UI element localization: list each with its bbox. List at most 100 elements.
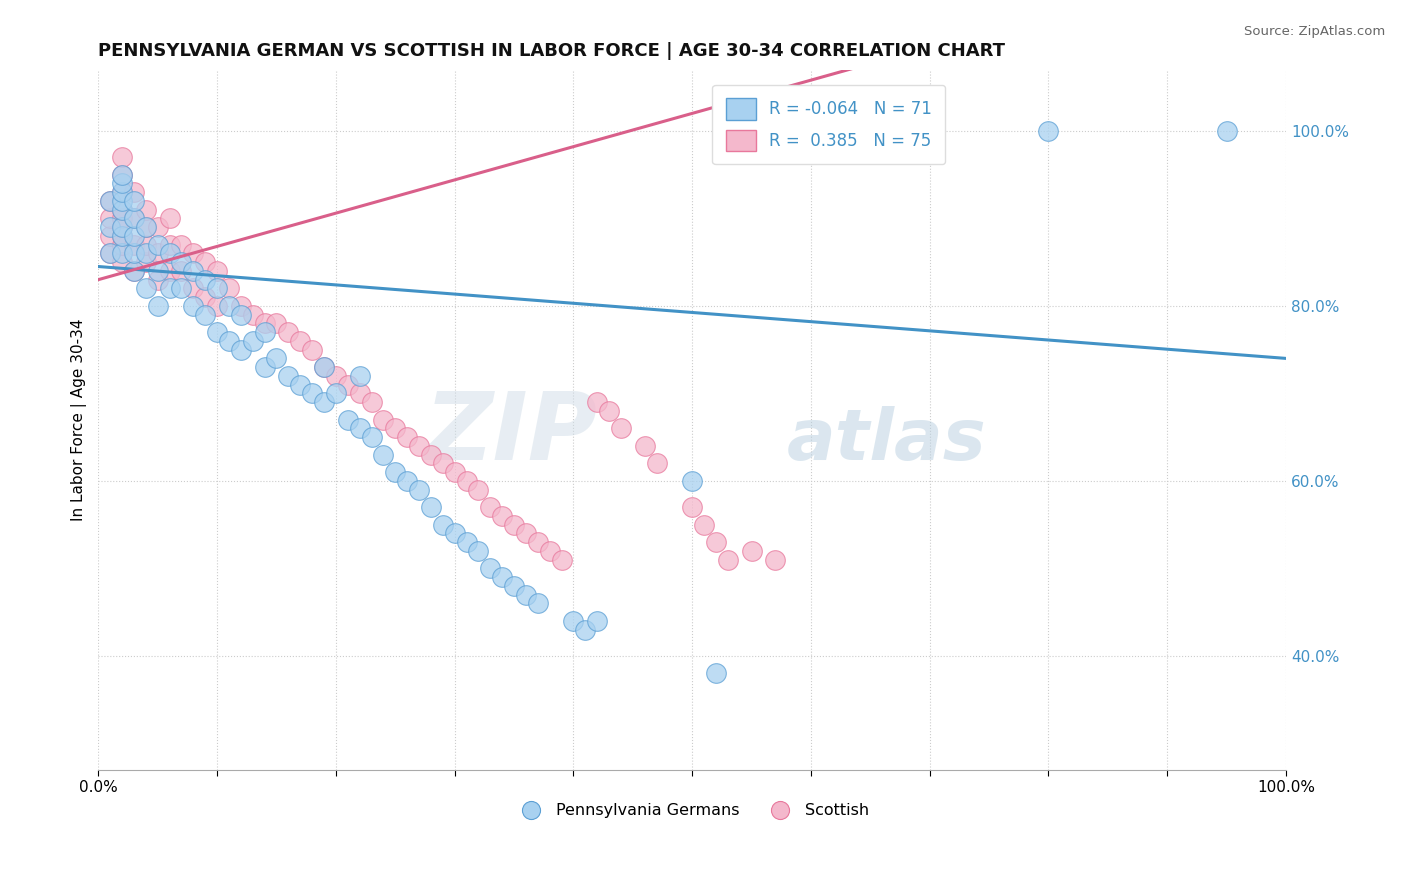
Point <box>194 273 217 287</box>
Point <box>408 439 430 453</box>
Point <box>111 168 134 182</box>
Point <box>645 457 668 471</box>
Point <box>146 220 169 235</box>
Point <box>515 588 537 602</box>
Point <box>693 517 716 532</box>
Point <box>111 177 134 191</box>
Text: Source: ZipAtlas.com: Source: ZipAtlas.com <box>1244 25 1385 38</box>
Point <box>1215 124 1237 138</box>
Point <box>111 168 134 182</box>
Point <box>205 264 228 278</box>
Point <box>717 552 740 566</box>
Point <box>419 448 441 462</box>
Point <box>467 483 489 497</box>
Point <box>205 299 228 313</box>
Point <box>384 465 406 479</box>
Point <box>183 299 205 313</box>
Point <box>704 666 727 681</box>
Point <box>503 517 526 532</box>
Point <box>419 500 441 515</box>
Point <box>98 211 121 226</box>
Point <box>242 334 264 348</box>
Point <box>135 202 157 217</box>
Point <box>325 386 347 401</box>
Point <box>98 246 121 260</box>
Point <box>290 377 312 392</box>
Point <box>526 535 548 549</box>
Point <box>266 351 288 366</box>
Point <box>349 421 371 435</box>
Point <box>229 308 252 322</box>
Point <box>526 596 548 610</box>
Point <box>503 579 526 593</box>
Point <box>183 246 205 260</box>
Point <box>122 211 145 226</box>
Point <box>111 211 134 226</box>
Point <box>159 211 181 226</box>
Point <box>456 535 478 549</box>
Point <box>98 194 121 208</box>
Point <box>122 228 145 243</box>
Point <box>122 185 145 199</box>
Point <box>218 281 240 295</box>
Point <box>122 264 145 278</box>
Point <box>159 237 181 252</box>
Point <box>135 220 157 235</box>
Point <box>550 552 572 566</box>
Point <box>111 194 134 208</box>
Point <box>205 325 228 339</box>
Point <box>574 623 596 637</box>
Point <box>205 281 228 295</box>
Point <box>146 273 169 287</box>
Point <box>373 412 395 426</box>
Point <box>349 386 371 401</box>
Point <box>443 465 465 479</box>
Point <box>586 614 609 628</box>
Point <box>218 334 240 348</box>
Point <box>229 299 252 313</box>
Point <box>312 395 335 409</box>
Point <box>122 194 145 208</box>
Text: ZIP: ZIP <box>425 388 598 480</box>
Point <box>111 228 134 243</box>
Point <box>396 474 419 488</box>
Point <box>360 395 382 409</box>
Point <box>159 264 181 278</box>
Point <box>122 211 145 226</box>
Point <box>183 264 205 278</box>
Point <box>170 255 193 269</box>
Point <box>290 334 312 348</box>
Point <box>135 237 157 252</box>
Point <box>1038 124 1060 138</box>
Point <box>229 343 252 357</box>
Point <box>681 500 703 515</box>
Point <box>301 386 323 401</box>
Point <box>349 368 371 383</box>
Point <box>396 430 419 444</box>
Point <box>194 308 217 322</box>
Point <box>253 325 276 339</box>
Point <box>170 264 193 278</box>
Point <box>562 614 585 628</box>
Point <box>336 377 359 392</box>
Point <box>111 228 134 243</box>
Point <box>111 185 134 199</box>
Point <box>111 202 134 217</box>
Point <box>111 246 134 260</box>
Point <box>360 430 382 444</box>
Point <box>135 255 157 269</box>
Text: atlas: atlas <box>787 406 987 475</box>
Point <box>610 421 633 435</box>
Point <box>479 500 502 515</box>
Point <box>373 448 395 462</box>
Point <box>491 570 513 584</box>
Point <box>111 185 134 199</box>
Point <box>122 246 145 260</box>
Point <box>111 150 134 164</box>
Point <box>336 412 359 426</box>
Point <box>325 368 347 383</box>
Point <box>194 290 217 304</box>
Point <box>456 474 478 488</box>
Point <box>98 220 121 235</box>
Point <box>277 325 299 339</box>
